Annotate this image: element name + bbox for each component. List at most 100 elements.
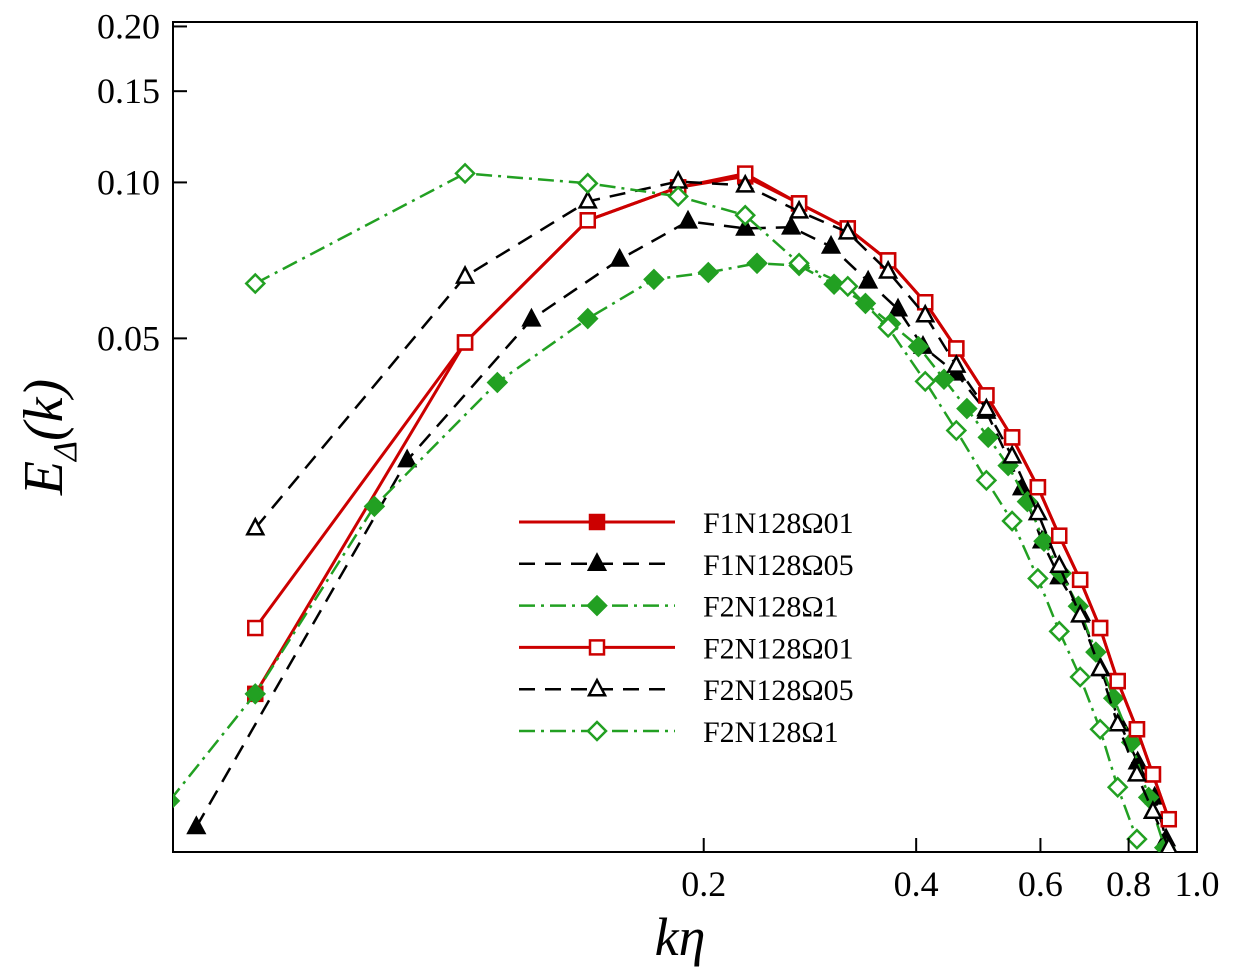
y-label-subscript: Δ [47, 441, 84, 463]
y-tick-label: 0.05 [97, 318, 160, 358]
marker [1033, 530, 1055, 552]
marker [1160, 810, 1178, 828]
y-tick-label: 0.15 [97, 71, 160, 111]
marker [945, 419, 968, 442]
y-tick-label: 0.10 [97, 162, 160, 202]
marker [1048, 620, 1071, 643]
marker [1070, 603, 1091, 623]
marker [1089, 718, 1111, 741]
marker [456, 334, 474, 351]
marker [878, 259, 899, 279]
series [244, 162, 1148, 850]
marker [1029, 478, 1047, 496]
marker [576, 307, 599, 330]
legend-label: F1N128Ω01 [703, 507, 854, 540]
legend-entry: F2N128Ω05 [519, 674, 854, 707]
marker [454, 264, 476, 284]
marker [887, 297, 909, 317]
y-label-argument: (k) [13, 379, 75, 441]
marker [245, 516, 266, 536]
series [247, 165, 1178, 828]
marker [1126, 828, 1148, 850]
marker [1106, 776, 1129, 799]
marker [667, 185, 689, 208]
marker [837, 275, 859, 298]
marker [1126, 762, 1148, 782]
marker [1090, 657, 1111, 677]
legend-entry: F1N128Ω05 [519, 549, 854, 582]
marker [956, 397, 978, 420]
series-line [195, 220, 1168, 840]
marker [1144, 766, 1162, 783]
marker [186, 815, 207, 835]
x-tick-label: 1.0 [1175, 864, 1220, 904]
marker [1049, 554, 1070, 574]
marker [244, 683, 267, 705]
marker [1085, 641, 1107, 663]
y-tick-label: 0.20 [97, 6, 160, 46]
marker [977, 426, 999, 449]
series-line [173, 262, 1166, 848]
legend-label: F2N128Ω1 [703, 591, 839, 624]
marker [975, 469, 998, 492]
x-tick-label: 0.2 [681, 864, 726, 904]
marker [1027, 567, 1049, 590]
marker [697, 261, 720, 284]
marker [173, 793, 181, 809]
marker [735, 173, 756, 193]
x-tick-label: 0.6 [1018, 864, 1063, 904]
marker [933, 368, 955, 390]
marker [363, 495, 386, 518]
marker [1160, 835, 1178, 852]
marker [746, 252, 768, 275]
marker [788, 252, 810, 275]
legend: F1N128Ω01 F1N128Ω05 F2N128Ω1 F2N128Ω01 F2N12… [519, 507, 854, 749]
marker [586, 594, 608, 617]
marker [1128, 721, 1146, 738]
marker [820, 234, 842, 254]
marker [1142, 800, 1163, 819]
marker [247, 619, 264, 637]
x-axis-label: kη [655, 907, 706, 967]
marker [643, 268, 665, 291]
marker [976, 397, 997, 417]
marker [948, 340, 965, 357]
marker [907, 335, 930, 358]
y-label-main: E [13, 461, 75, 496]
marker [486, 371, 509, 394]
marker [877, 316, 899, 339]
marker [837, 220, 858, 240]
ticks: 0.2 0.4 0.6 0.8 1.0 0.05 0.10 0.15 0.20 [97, 6, 1220, 904]
marker [915, 303, 936, 323]
marker [946, 353, 967, 373]
marker [397, 448, 418, 468]
series [186, 209, 1177, 847]
marker [579, 212, 597, 229]
x-tick-label: 0.4 [894, 864, 939, 904]
marker [1002, 444, 1023, 464]
marker [789, 199, 810, 219]
legend-label: F2N128Ω05 [703, 674, 854, 707]
marker [1109, 672, 1126, 690]
marker [1069, 666, 1091, 688]
marker [586, 677, 608, 697]
legend-entry: F2N128Ω01 [519, 632, 854, 665]
legend-entry: F2N128Ω1 [519, 716, 839, 749]
marker [1071, 571, 1089, 589]
marker [734, 204, 756, 227]
marker [586, 720, 608, 742]
x-tick-label: 0.8 [1106, 864, 1151, 904]
legend-entry: F2N128Ω1 [519, 591, 839, 624]
marker [823, 273, 845, 296]
marker [677, 209, 699, 229]
legend-label: F1N128Ω05 [703, 549, 854, 582]
marker [521, 307, 542, 327]
marker [1051, 527, 1068, 544]
marker [609, 247, 630, 267]
legend-label: F2N128Ω01 [703, 632, 854, 665]
series-line [254, 180, 1170, 849]
plot-area [173, 162, 1178, 852]
marker [781, 215, 802, 235]
marker [914, 370, 936, 393]
